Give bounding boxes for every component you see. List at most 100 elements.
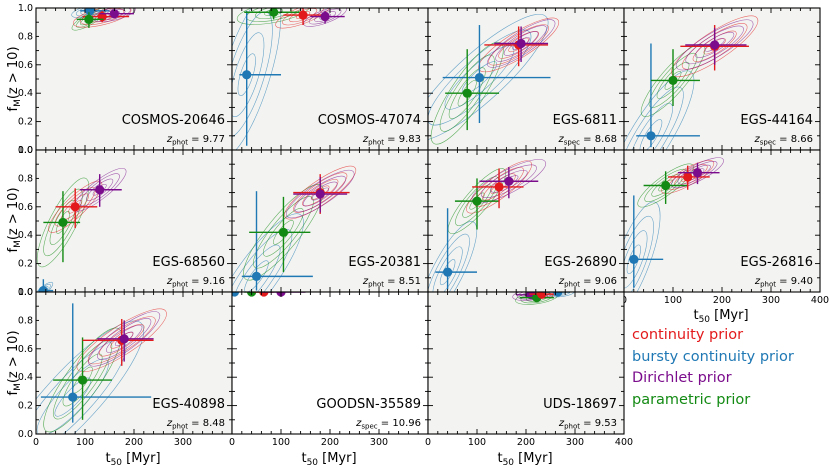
panel-egs-6811: EGS-6811 zspec = 8.68 — [427, 7, 625, 151]
legend: continuity prior bursty continuity prior… — [632, 325, 794, 411]
galaxy-name: EGS-44164 — [740, 113, 813, 128]
y-tick-label: 0.4 — [18, 372, 33, 383]
x-tick-label: 0 — [229, 437, 235, 448]
x-axis-label-col4: t50 [Myr] — [693, 308, 748, 325]
panel-uds-18697: 0 100 200 300 400 UDS-18697 zphot = 9.53 — [425, 291, 633, 448]
contour-bursty — [624, 86, 684, 150]
panel-background — [624, 8, 820, 150]
contour-continuity — [498, 31, 540, 59]
data-point-dirichlet — [677, 162, 720, 185]
x-tick-label: 200 — [713, 295, 731, 306]
data-marker — [84, 14, 94, 24]
panel-background — [36, 8, 232, 150]
contour-dirichlet — [86, 178, 114, 201]
redshift-label: zphot = 9.53 — [558, 418, 617, 431]
contour-dirichlet — [685, 25, 744, 65]
y-tick-label: 0.4 — [18, 230, 33, 241]
contour-dirichlet — [675, 19, 754, 71]
legend-item-continuity: continuity prior — [632, 327, 744, 343]
contour-dirichlet — [303, 8, 347, 27]
x-axis-label-col1: t50 [Myr] — [105, 451, 160, 468]
galaxy-name: EGS-68560 — [152, 255, 225, 270]
y-axis-label-row2: fM(z > 10) — [6, 187, 23, 252]
contour-dirichlet — [486, 19, 556, 68]
data-point-continuity — [472, 168, 524, 209]
panel-plot-area — [428, 159, 547, 292]
contour-continuity — [76, 308, 167, 373]
contour-dirichlet — [88, 311, 161, 367]
x-tick-label: 100 — [272, 437, 290, 448]
panel-plot-area — [36, 168, 127, 292]
data-point-bursty — [636, 43, 700, 148]
data-point-dirichlet — [685, 27, 747, 65]
data-point-bursty — [232, 292, 240, 297]
contour-bursty — [624, 70, 695, 150]
data-marker — [242, 70, 252, 80]
y-tick-label: 0.8 — [18, 31, 33, 42]
data-marker — [710, 40, 720, 50]
contour-parametric — [62, 353, 103, 407]
contour-bursty — [428, 233, 470, 292]
contour-bursty — [432, 246, 463, 292]
contour-bursty — [232, 213, 304, 292]
axis-labels-layer: fM(z > 10) fM(z > 10) fM(z > 10) t50 [My… — [6, 46, 749, 468]
x-tick-label: 200 — [321, 437, 339, 448]
contour-dirichlet — [677, 161, 718, 185]
data-marker — [85, 8, 95, 16]
contour-bursty — [639, 119, 663, 150]
panel-background — [232, 292, 428, 434]
y-tick-label: 0.0 — [18, 429, 33, 440]
contour-continuity — [692, 30, 737, 62]
contour-bursty — [232, 32, 265, 118]
data-marker — [320, 11, 330, 22]
contour-dirichlet — [285, 169, 355, 219]
contour-dirichlet — [495, 25, 547, 62]
data-marker — [646, 131, 656, 141]
galaxy-name: COSMOS-20646 — [122, 113, 225, 128]
data-marker — [494, 182, 504, 192]
data-point-bursty — [435, 208, 477, 290]
redshift-label: zspec = 8.68 — [557, 134, 617, 147]
x-axis-label-col3: t50 [Myr] — [497, 451, 552, 468]
data-marker — [474, 72, 485, 83]
x-tick-label: 100 — [664, 295, 682, 306]
data-marker — [683, 172, 693, 182]
contour-parametric — [656, 61, 690, 99]
galaxy-name: COSMOS-47074 — [318, 113, 421, 128]
panel-background — [232, 8, 428, 150]
data-point-bursty — [628, 195, 664, 288]
redshift-label: zphot = 9.83 — [362, 134, 421, 147]
panel-plot-area — [624, 15, 759, 150]
data-point-parametric — [650, 49, 700, 106]
contour-continuity — [488, 24, 549, 66]
contour-bursty — [232, 244, 281, 292]
data-marker — [58, 217, 68, 228]
contour-bursty — [428, 13, 549, 142]
panel-cosmos-47074: COSMOS-47074 zphot = 9.83 — [231, 7, 429, 151]
contour-parametric — [439, 54, 495, 132]
data-point-continuity — [529, 292, 554, 299]
data-point-dirichlet — [99, 9, 134, 19]
data-marker — [68, 392, 78, 402]
data-marker — [251, 271, 262, 281]
data-point-dirichlet — [97, 320, 154, 362]
x-tick-label: 0 — [425, 437, 431, 448]
data-marker — [269, 8, 279, 17]
galaxy-name: EGS-6811 — [553, 113, 617, 128]
y-tick-label: 0.0 — [18, 287, 33, 298]
x-tick-label: 300 — [762, 295, 780, 306]
redshift-label: zphot = 9.77 — [166, 134, 225, 147]
y-tick-label: 0.2 — [18, 401, 33, 412]
galaxy-name: GOODSN-35589 — [316, 397, 421, 412]
contour-parametric — [651, 174, 680, 197]
contour-bursty — [624, 201, 661, 292]
data-marker — [95, 185, 105, 195]
contour-dirichlet — [302, 181, 338, 207]
panel-egs-44164: EGS-44164 zspec = 8.66 — [623, 7, 821, 151]
data-marker — [278, 227, 289, 237]
x-tick-label: 300 — [566, 437, 584, 448]
contour-parametric — [243, 184, 324, 281]
contour-dirichlet — [79, 173, 120, 207]
data-marker — [109, 9, 119, 19]
panel-background — [428, 150, 624, 292]
